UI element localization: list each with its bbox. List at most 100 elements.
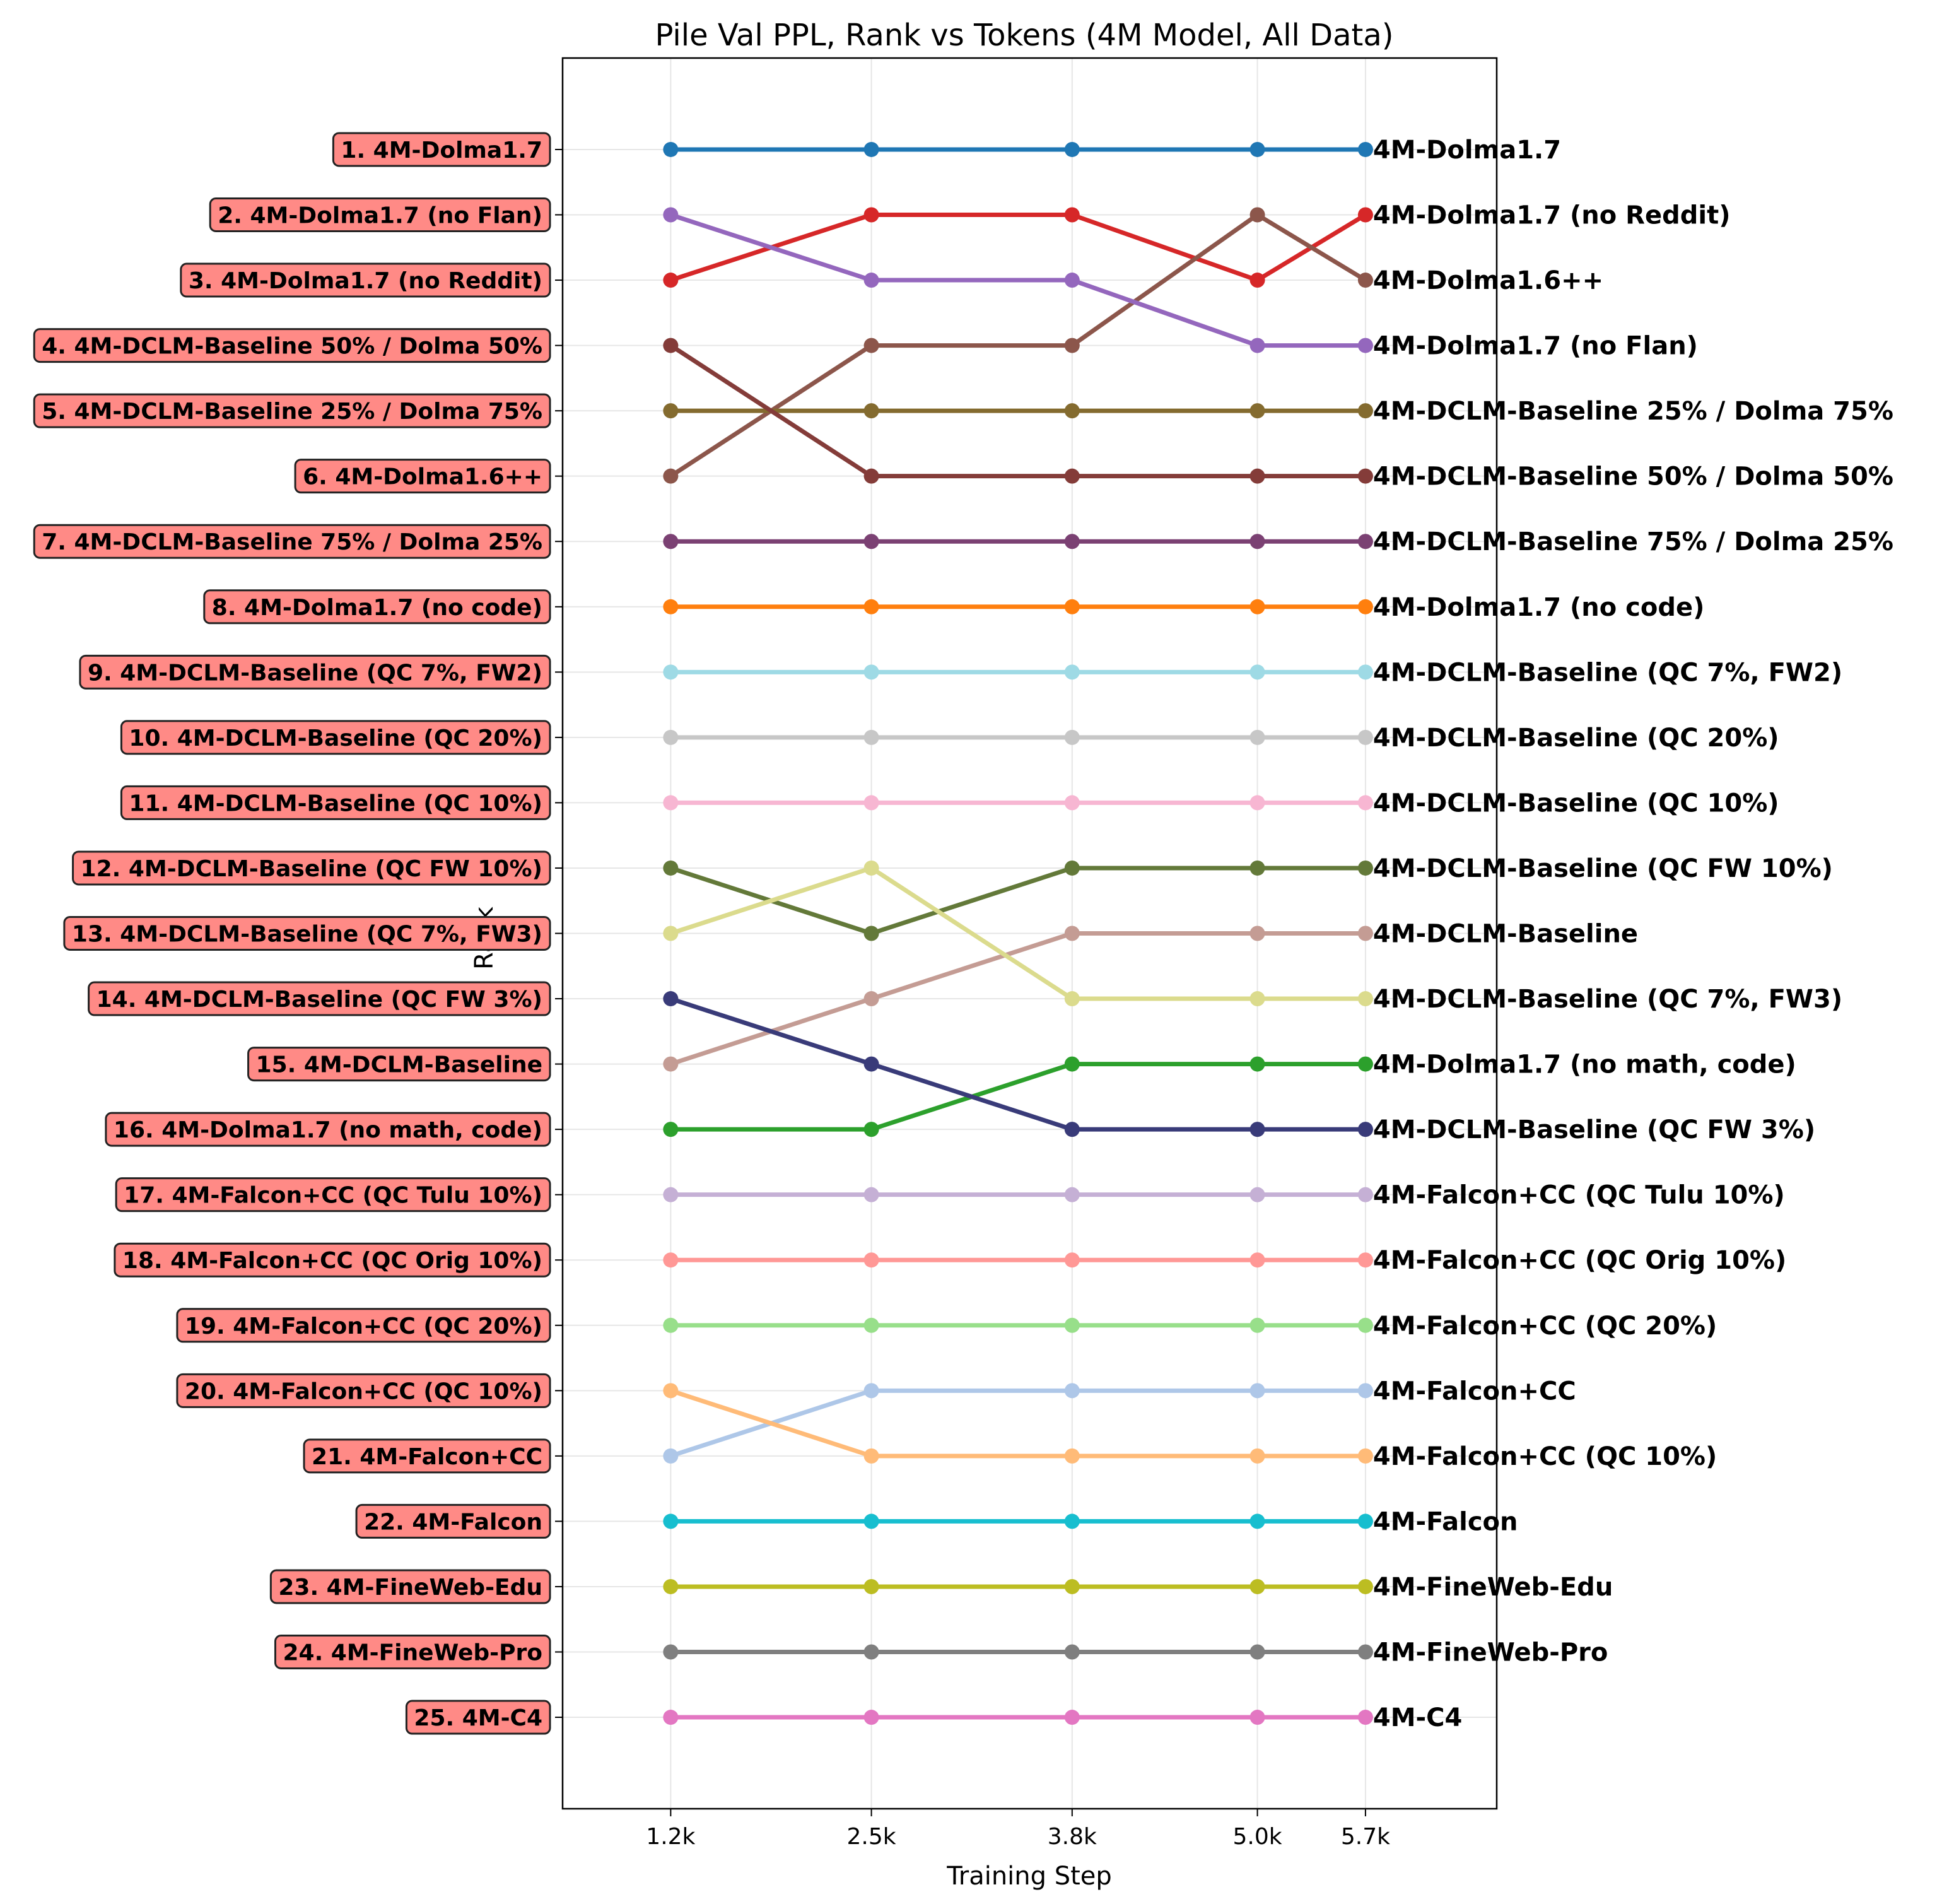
rank-label-box: 22. 4M-Falcon (355, 1503, 551, 1539)
rank-label-background (88, 981, 551, 1016)
series-point (1249, 795, 1265, 811)
series-point (1357, 795, 1373, 811)
rank-label-box: 25. 4M-C4 (405, 1700, 551, 1735)
rank-label-background (105, 1112, 551, 1147)
series-point (1064, 729, 1080, 745)
series-point (1249, 860, 1265, 876)
series-point (1064, 403, 1080, 419)
series-point (863, 1056, 879, 1072)
series-lines (663, 141, 1373, 1725)
series-point (863, 926, 879, 941)
series-point (663, 1710, 679, 1725)
rank-label-text: 1. 4M-Dolma1.7 (341, 138, 542, 163)
rank-label-background (33, 328, 551, 363)
series-point (663, 1122, 679, 1137)
series-point (1064, 1513, 1080, 1529)
series-end-label: 4M-DCLM-Baseline (QC 20%) (1373, 724, 1779, 753)
x-tick-label: 1.2k (646, 1824, 695, 1850)
rank-label-box: 18. 4M-Falcon+CC (QC Orig 10%) (114, 1242, 551, 1278)
series-point (1357, 1644, 1373, 1660)
series-point (663, 338, 679, 353)
series-point (1064, 141, 1080, 157)
series-point (1064, 468, 1080, 484)
series-point (1249, 141, 1265, 157)
series-point (1064, 534, 1080, 549)
rank-label-background (120, 720, 551, 755)
series-point (863, 1383, 879, 1399)
series-point (863, 207, 879, 223)
series-point (1249, 1578, 1265, 1594)
rank-label-text: 12. 4M-DCLM-Baseline (QC FW 10%) (81, 856, 542, 882)
rank-label-text: 19. 4M-Falcon+CC (QC 20%) (185, 1313, 542, 1339)
series-point (663, 926, 679, 941)
series-end-label: 4M-DCLM-Baseline 50% / Dolma 50% (1373, 462, 1893, 491)
rank-label-text: 9. 4M-DCLM-Baseline (QC 7%, FW2) (88, 660, 542, 686)
series-point (1064, 1710, 1080, 1725)
series-point (663, 1644, 679, 1660)
rank-label-background (405, 1700, 551, 1735)
series-point (1249, 1448, 1265, 1464)
series-end-label: 4M-C4 (1373, 1703, 1462, 1732)
series-point (663, 795, 679, 811)
series-end-label: 4M-Falcon+CC (QC 20%) (1373, 1312, 1717, 1341)
rank-label-box: 9. 4M-DCLM-Baseline (QC 7%, FW2) (79, 654, 551, 690)
series-point (663, 468, 679, 484)
series-point (1064, 338, 1080, 353)
series-point (1357, 273, 1373, 288)
series-point (1357, 599, 1373, 614)
series-point (863, 141, 879, 157)
series-end-label: 4M-Dolma1.7 (no Flan) (1373, 332, 1698, 361)
rank-label-box: 3. 4M-Dolma1.7 (no Reddit) (180, 262, 551, 298)
series-point (1357, 207, 1373, 223)
series-point (1249, 207, 1265, 223)
rank-label-background (332, 132, 551, 167)
series-point (863, 664, 879, 680)
series-end-labels: 4M-Dolma1.7 4M-Dolma1.7 (no Reddit) 4M-Dol… (1373, 136, 1893, 1732)
series-point (863, 338, 879, 353)
series-point (1357, 926, 1373, 941)
rank-label-box: 11. 4M-DCLM-Baseline (QC 10%) (120, 785, 551, 820)
series-point (1064, 1252, 1080, 1268)
series-point (1064, 1644, 1080, 1660)
series-end-label: 4M-FineWeb-Edu (1373, 1573, 1613, 1602)
series-point (1357, 1122, 1373, 1137)
rank-label-box: 20. 4M-Falcon+CC (QC 10%) (176, 1373, 551, 1408)
series-point (663, 403, 679, 419)
x-tick-label: 3.8k (1048, 1824, 1097, 1850)
series-point (1064, 1122, 1080, 1137)
rank-label-text: 25. 4M-C4 (414, 1705, 542, 1731)
rank-label-box: 2. 4M-Dolma1.7 (no Flan) (209, 197, 551, 233)
series-end-label: 4M-Dolma1.7 (no math, code) (1373, 1050, 1796, 1079)
series-point (1249, 1513, 1265, 1529)
rank-label-background (180, 262, 551, 298)
series-point (863, 1122, 879, 1137)
rank-label-box: 10. 4M-DCLM-Baseline (QC 20%) (120, 720, 551, 755)
series-point (1249, 926, 1265, 941)
series-point (863, 860, 879, 876)
series-point (1357, 1513, 1373, 1529)
rank-label-background (120, 785, 551, 820)
series-point (1064, 273, 1080, 288)
series-point (663, 1578, 679, 1594)
series-point (663, 1187, 679, 1202)
series-point (663, 1317, 679, 1333)
series-point (1064, 664, 1080, 680)
series-end-label: 4M-Falcon+CC (1373, 1377, 1576, 1406)
series-end-label: 4M-DCLM-Baseline 75% / Dolma 25% (1373, 527, 1893, 556)
series-point (1064, 599, 1080, 614)
series-point (863, 1252, 879, 1268)
series-point (1064, 1056, 1080, 1072)
x-tick-label: 2.5k (847, 1824, 896, 1850)
series-end-label: 4M-Dolma1.7 (no Reddit) (1373, 201, 1731, 230)
series-point (863, 403, 879, 419)
rank-label-box: 24. 4M-FineWeb-Pro (274, 1634, 551, 1669)
series-point (863, 599, 879, 614)
rank-label-text: 6. 4M-Dolma1.6++ (303, 464, 542, 490)
series-point (663, 599, 679, 614)
series-end-label: 4M-Dolma1.6++ (1373, 266, 1603, 295)
series-point (663, 207, 679, 223)
series-point (863, 1448, 879, 1464)
rank-label-text: 13. 4M-DCLM-Baseline (QC 7%, FW3) (72, 922, 542, 948)
rank-label-box: 16. 4M-Dolma1.7 (no math, code) (105, 1112, 551, 1147)
rank-label-box: 7. 4M-DCLM-Baseline 75% / Dolma 25% (33, 524, 551, 559)
